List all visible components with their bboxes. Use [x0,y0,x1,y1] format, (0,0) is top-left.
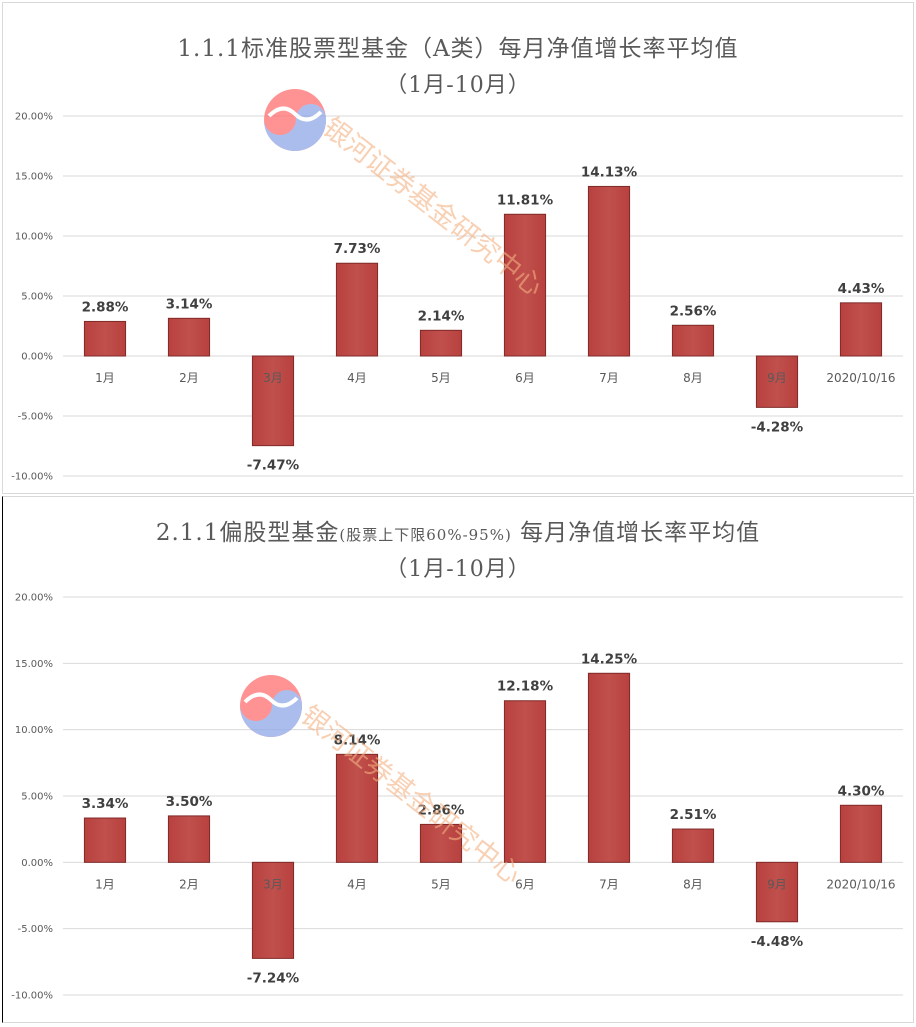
data-label: -7.47% [247,458,300,474]
data-label: -4.28% [751,419,804,435]
x-category-label: 6月 [515,877,535,891]
chart-1-plot: 20.00% 15.00% 10.00% 5.00% 0.00% -5.00% -10.00… [11,89,903,483]
bar [755,861,799,923]
x-category-label: 3月 [263,877,283,891]
bar [671,324,715,357]
bar [419,329,463,357]
y-tick-label: 0.00% [21,352,53,363]
bar [503,213,547,357]
bar [335,753,379,863]
y-tick-label: 20.00% [15,593,53,604]
chart-2-subtitle: （1月-10月） [385,557,531,582]
x-category-label: 7月 [599,877,619,891]
y-tick-label: 5.00% [21,792,53,803]
data-label: 3.34% [82,796,129,812]
bar [167,317,211,357]
x-category-label: 8月 [683,877,703,891]
chart-2-title-main: 2.1.1偏股型基金 [155,520,340,546]
y-tick-label: -10.00% [11,991,53,1002]
chart-panel-2: 2.1.1偏股型基金(股票上下限60%-95%) 每月净值增长率平均值 （1月-… [2,496,914,1023]
x-category-label: 1月 [95,877,115,891]
data-label: 2.88% [82,299,129,315]
bar [587,185,631,357]
data-label: 3.14% [166,296,213,312]
x-category-label: 9月 [767,877,787,891]
x-category-label: 3月 [263,371,283,385]
y-tick-label: 15.00% [15,659,53,670]
data-label: -4.48% [751,934,804,950]
data-label: 3.50% [166,794,213,810]
x-category-label: 8月 [683,371,703,385]
data-label: 2.86% [418,802,465,818]
x-category-label: 2020/10/16 [826,371,895,385]
data-label: 2.14% [418,308,465,324]
chart-1-title: 1.1.1标准股票型基金（A类）每月净值增长率平均值 [177,36,739,62]
data-label: -7.24% [247,970,300,986]
x-category-label: 2020/10/16 [826,877,895,891]
y-tick-label: -5.00% [18,924,53,935]
bar [503,700,547,863]
chart-panel-1: 1.1.1标准股票型基金（A类）每月净值增长率平均值 （1月-10月） 20.0… [2,2,914,494]
data-label: 14.25% [581,651,638,667]
x-category-label: 4月 [347,877,367,891]
x-category-label: 6月 [515,371,535,385]
x-category-label: 4月 [347,371,367,385]
chart-2-plot: 20.00% 15.00% 10.00% 5.00% 0.00% -5.00% -10.00… [11,593,903,1002]
watermark-logo [264,89,327,151]
bar [251,861,295,959]
y-tick-label: 20.00% [15,112,53,123]
data-label: 2.51% [670,807,717,823]
chart-2-title-note: (股票上下限60%-95%) [339,526,512,544]
x-category-label: 5月 [431,371,451,385]
bar [671,828,715,863]
chart-2-title: 2.1.1偏股型基金(股票上下限60%-95%) 每月净值增长率平均值 [3,513,913,547]
y-tick-label: 0.00% [21,858,53,869]
x-category-label: 9月 [767,371,787,385]
data-label: 4.30% [838,783,885,799]
data-label: 8.14% [334,732,381,748]
data-label: 12.18% [497,679,554,695]
y-tick-label: -5.00% [18,412,53,423]
bar [167,815,211,863]
x-category-label: 1月 [95,371,115,385]
chart-2-title-tail: 每月净值增长率平均值 [520,520,761,546]
y-tick-label: 10.00% [15,232,53,243]
bar [335,262,379,357]
y-tick-label: 15.00% [15,172,53,183]
y-tick-label: -10.00% [11,472,53,483]
data-label: 7.73% [334,241,381,257]
bar [83,817,127,863]
watermark-logo [240,675,303,737]
y-tick-label: 5.00% [21,292,53,303]
data-label: 4.43% [838,281,885,297]
x-category-label: 5月 [431,877,451,891]
bar [587,672,631,863]
bar [83,320,127,357]
bar [755,355,799,408]
bar [251,355,295,447]
x-category-label: 7月 [599,371,619,385]
bar [419,823,463,863]
x-category-label: 2月 [179,371,199,385]
y-tick-label: 10.00% [15,725,53,736]
data-label: 14.13% [581,164,638,180]
chart-1-subtitle: （1月-10月） [385,73,531,98]
data-label: 2.56% [670,303,717,319]
x-category-label: 2月 [179,877,199,891]
bar [839,302,883,357]
bar [839,804,883,863]
data-label: 11.81% [497,192,554,208]
